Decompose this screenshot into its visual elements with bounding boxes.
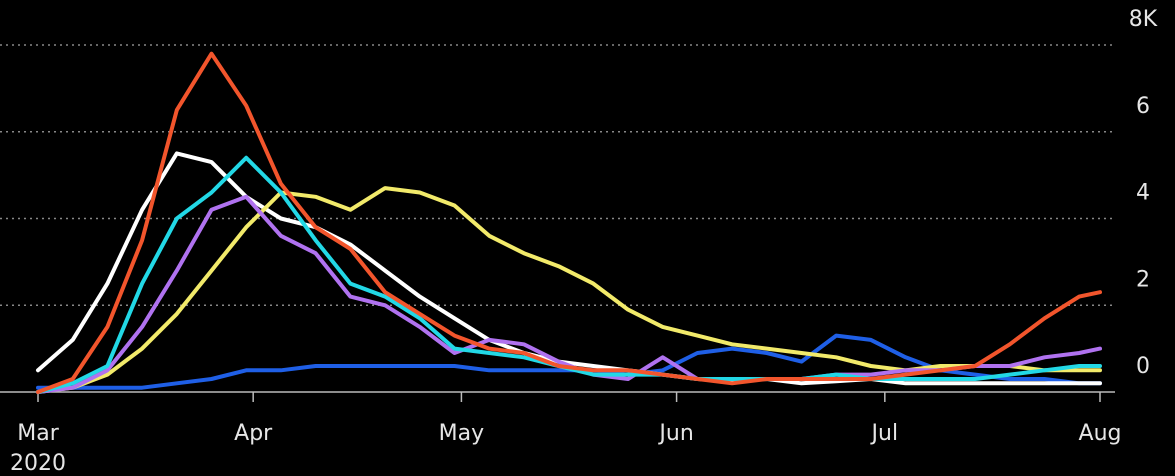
y-tick-label: 8K: [1129, 7, 1158, 32]
x-tick-label: Mar: [17, 421, 59, 446]
x-tick-label: Aug: [1079, 421, 1122, 446]
x-tick-label: Jul: [870, 421, 899, 446]
x-year-label: 2020: [10, 451, 66, 476]
series-line: [36, 155, 1102, 394]
x-tick-label: Apr: [234, 421, 273, 446]
y-tick-label: 6: [1136, 94, 1150, 119]
series-line: [36, 51, 1102, 394]
x-tick-label: May: [439, 421, 484, 446]
series-line: [36, 186, 1102, 394]
y-tick-label: 2: [1136, 267, 1150, 292]
y-tick-label: 0: [1136, 354, 1150, 379]
y-tick-label: 4: [1136, 181, 1150, 206]
x-tick-label: Jun: [657, 421, 693, 446]
series-line: [36, 151, 1102, 386]
